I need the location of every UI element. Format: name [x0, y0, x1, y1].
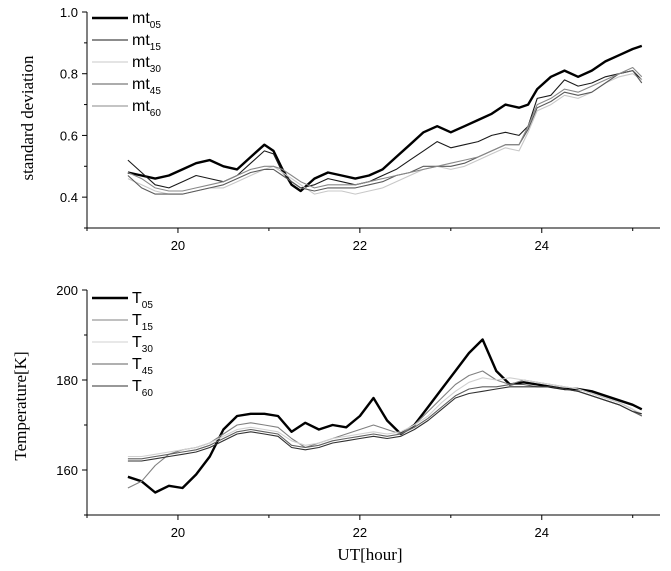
top-y-tick-label: 0.4: [60, 190, 78, 205]
top-series-mt45: [127, 70, 643, 195]
bottom-series-T30: [127, 377, 643, 458]
bottom-series-T05: [127, 338, 643, 494]
top-legend-label: mt60: [132, 98, 161, 119]
bottom-legend-label: T15: [132, 312, 153, 333]
top-series-mt60: [127, 66, 643, 192]
top-legend-label: mt30: [132, 54, 161, 75]
bottom-x-tick-label: 24: [535, 525, 549, 540]
bottom-xlabel: UT[hour]: [337, 545, 402, 564]
bottom-y-tick-label: 200: [56, 283, 78, 298]
bottom-x-tick-label: 22: [353, 525, 367, 540]
top-legend-label: mt05: [132, 10, 161, 31]
top-y-tick-label: 0.6: [60, 128, 78, 143]
top-x-tick-label: 22: [353, 238, 367, 253]
bottom-legend-label: T05: [132, 290, 153, 311]
top-legend-label: mt15: [132, 32, 161, 53]
top-panel: standard deviation 0.4 0.6 0.8 1.0 20 22 24 mt0…: [18, 5, 660, 253]
bottom-x-tick-label: 20: [171, 525, 185, 540]
top-legend-label: mt45: [132, 76, 161, 97]
bottom-y-tick-label: 160: [56, 463, 78, 478]
top-ylabel: standard deviation: [18, 55, 37, 181]
bottom-y-tick-label: 180: [56, 373, 78, 388]
bottom-series-T45: [127, 383, 643, 460]
top-y-tick-label: 1.0: [60, 5, 78, 20]
top-series-mt30: [127, 73, 643, 195]
bottom-legend-label: T45: [132, 356, 153, 377]
top-series-mt15: [127, 70, 643, 189]
top-y-tick-label: 0.8: [60, 67, 78, 82]
bottom-legend-label: T30: [132, 334, 153, 355]
top-series-mt05: [127, 44, 643, 193]
bottom-legend-label: T60: [132, 378, 153, 399]
top-x-tick-label: 24: [535, 238, 549, 253]
bottom-ylabel: Temperature[K]: [11, 351, 30, 460]
bottom-series-T60: [127, 386, 642, 462]
top-x-tick-label: 20: [171, 238, 185, 253]
